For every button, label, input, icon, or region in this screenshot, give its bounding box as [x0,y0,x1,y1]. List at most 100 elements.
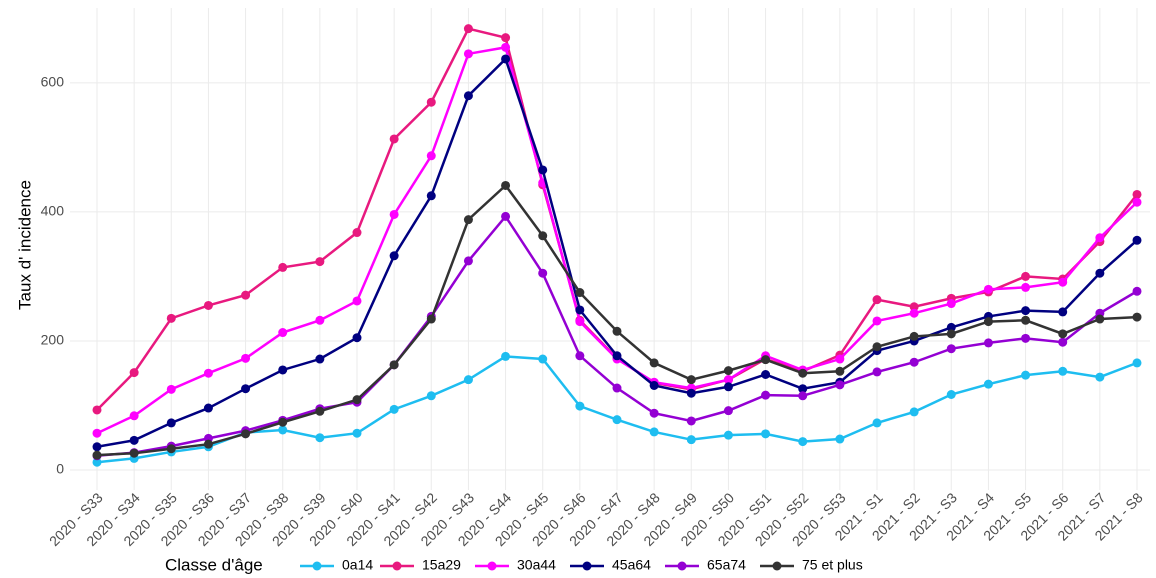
y-tick-label: 0 [56,461,64,477]
data-point [946,344,956,354]
data-point [686,388,696,398]
data-point [1058,329,1068,339]
data-point [1095,372,1105,382]
data-point [1132,235,1142,245]
data-point [463,256,473,266]
data-point [389,209,399,219]
legend-dot [772,561,782,571]
data-point [278,417,288,427]
data-point [909,407,919,417]
data-point [1021,282,1031,292]
data-point [575,351,585,361]
data-point [278,262,288,272]
data-point [203,368,213,378]
data-point [352,333,362,343]
data-point [501,211,511,221]
legend-title: Classe d'âge [165,555,263,574]
data-point [538,231,548,241]
data-point [278,328,288,338]
data-point [463,215,473,225]
data-point [352,395,362,405]
data-point [315,315,325,325]
data-point [909,302,919,312]
data-point [1132,358,1142,368]
data-point [129,368,139,378]
data-point [872,342,882,352]
data-point [872,295,882,305]
data-point [686,435,696,445]
data-point [538,165,548,175]
data-point [203,403,213,413]
data-point [426,151,436,161]
data-point [389,360,399,370]
legend-label: 30a44 [517,557,556,573]
data-point [501,54,511,64]
data-point [315,257,325,267]
data-point [946,390,956,400]
y-tick-label: 600 [41,74,65,90]
data-point [92,457,102,467]
data-point [835,354,845,364]
data-point [761,429,771,439]
data-point [426,97,436,107]
data-point [538,354,548,364]
data-point [983,284,993,294]
data-point [649,358,659,368]
data-point [872,418,882,428]
data-point [723,430,733,440]
data-point [1058,307,1068,317]
data-point [92,428,102,438]
data-point [389,404,399,414]
data-point [909,308,919,318]
legend-label: 45a64 [612,557,651,573]
data-point [1021,315,1031,325]
y-tick-label: 400 [41,203,65,219]
data-point [203,439,213,449]
data-point [501,42,511,52]
data-point [1095,233,1105,243]
data-point [835,434,845,444]
data-point [92,450,102,460]
data-point [723,375,733,385]
data-point [389,251,399,261]
data-point [1132,312,1142,322]
data-point [983,379,993,389]
data-point [538,268,548,278]
data-point [798,384,808,394]
data-point [686,416,696,426]
data-point [575,317,585,327]
data-point [278,365,288,375]
data-point [278,425,288,435]
data-point [315,406,325,416]
data-point [352,296,362,306]
data-point [389,134,399,144]
data-point [463,49,473,59]
data-point [612,415,622,425]
data-point [872,367,882,377]
data-point [761,390,771,400]
data-point [463,24,473,34]
data-point [575,401,585,411]
data-point [463,375,473,385]
data-point [649,380,659,390]
data-point [946,322,956,332]
data-point [426,191,436,201]
data-point [315,354,325,364]
data-point [426,391,436,401]
data-point [612,383,622,393]
data-point [1132,286,1142,296]
data-point [798,368,808,378]
data-point [1021,370,1031,380]
data-point [315,433,325,443]
data-point [983,317,993,327]
data-point [1021,271,1031,281]
data-point [352,428,362,438]
data-point [1058,337,1068,347]
legend-label: 65a74 [707,557,746,573]
data-point [1058,277,1068,287]
data-point [723,406,733,416]
data-point [872,316,882,326]
data-point [649,408,659,418]
legend-label: 15a29 [422,557,461,573]
